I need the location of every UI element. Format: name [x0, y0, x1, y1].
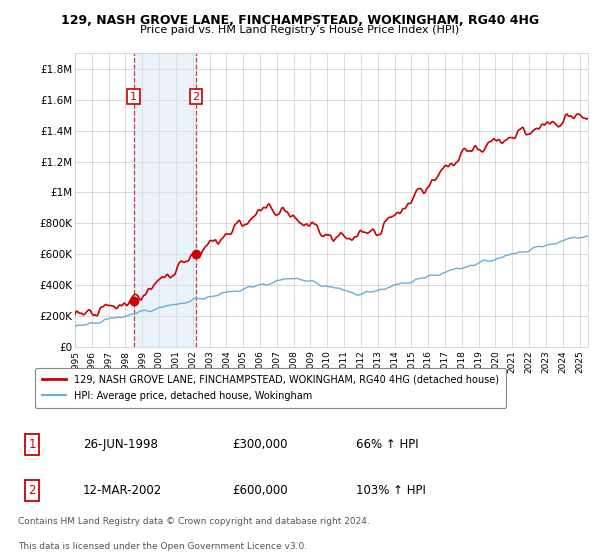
Text: 12-MAR-2002: 12-MAR-2002	[83, 484, 162, 497]
Text: 2: 2	[193, 91, 199, 101]
Bar	[134, 53, 196, 347]
Text: 129, NASH GROVE LANE, FINCHAMPSTEAD, WOKINGHAM, RG40 4HG: 129, NASH GROVE LANE, FINCHAMPSTEAD, WOK…	[61, 14, 539, 27]
Text: 1: 1	[130, 91, 137, 101]
Text: Contains HM Land Registry data © Crown copyright and database right 2024.: Contains HM Land Registry data © Crown c…	[18, 517, 370, 526]
Text: 103% ↑ HPI: 103% ↑ HPI	[356, 484, 426, 497]
Text: 1: 1	[28, 438, 36, 451]
Text: Price paid vs. HM Land Registry’s House Price Index (HPI): Price paid vs. HM Land Registry’s House …	[140, 25, 460, 35]
Text: £300,000: £300,000	[232, 438, 288, 451]
Text: £600,000: £600,000	[232, 484, 288, 497]
Text: 26-JUN-1998: 26-JUN-1998	[83, 438, 158, 451]
Text: This data is licensed under the Open Government Licence v3.0.: This data is licensed under the Open Gov…	[18, 542, 307, 552]
Legend: 129, NASH GROVE LANE, FINCHAMPSTEAD, WOKINGHAM, RG40 4HG (detached house), HPI: : 129, NASH GROVE LANE, FINCHAMPSTEAD, WOK…	[35, 368, 506, 408]
Text: 66% ↑ HPI: 66% ↑ HPI	[356, 438, 419, 451]
Text: 2: 2	[28, 484, 36, 497]
